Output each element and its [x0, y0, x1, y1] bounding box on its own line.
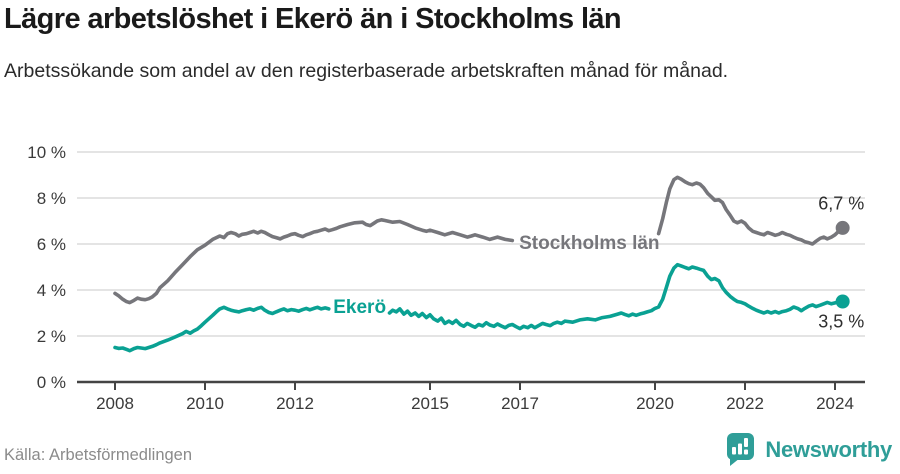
newsworthy-logo: Newsworthy	[726, 432, 892, 467]
x-tick-label: 2024	[816, 394, 854, 413]
y-tick-label: 6 %	[37, 235, 66, 254]
y-tick-label: 8 %	[37, 189, 66, 208]
y-tick-label: 2 %	[37, 327, 66, 346]
x-tick-label: 2012	[276, 394, 314, 413]
x-tick-label: 2017	[501, 394, 539, 413]
series-line-stockholm	[113, 218, 515, 305]
series-end-dot-stockholm	[835, 220, 850, 235]
y-tick-label: 4 %	[37, 281, 66, 300]
x-tick-label: 2008	[96, 394, 134, 413]
series-line-ekero	[113, 305, 331, 353]
series-end-value-ekero: 3,5 %	[818, 311, 864, 331]
page-title: Lägre arbetslöshet i Ekerö än i Stockhol…	[4, 3, 622, 35]
newsworthy-brand-name: Newsworthy	[765, 436, 892, 462]
series-end-value-stockholm: 6,7 %	[818, 194, 864, 214]
series-label-ekero: Ekerö	[333, 297, 386, 318]
series-line-stockholm	[656, 175, 845, 246]
series-line-ekero	[387, 262, 845, 331]
page-subtitle: Arbetssökande som andel av den registerb…	[4, 60, 729, 82]
series-end-dot-ekero	[835, 294, 850, 309]
y-tick-label: 10 %	[27, 143, 66, 162]
series-label-stockholm: Stockholms län	[519, 233, 659, 254]
x-tick-label: 2020	[636, 394, 674, 413]
source-label: Källa: Arbetsförmedlingen	[4, 446, 193, 464]
newsworthy-logo-icon	[727, 433, 755, 466]
x-tick-label: 2015	[411, 394, 449, 413]
y-tick-label: 0 %	[37, 373, 66, 392]
x-tick-label: 2022	[726, 394, 764, 413]
x-tick-label: 2010	[186, 394, 224, 413]
